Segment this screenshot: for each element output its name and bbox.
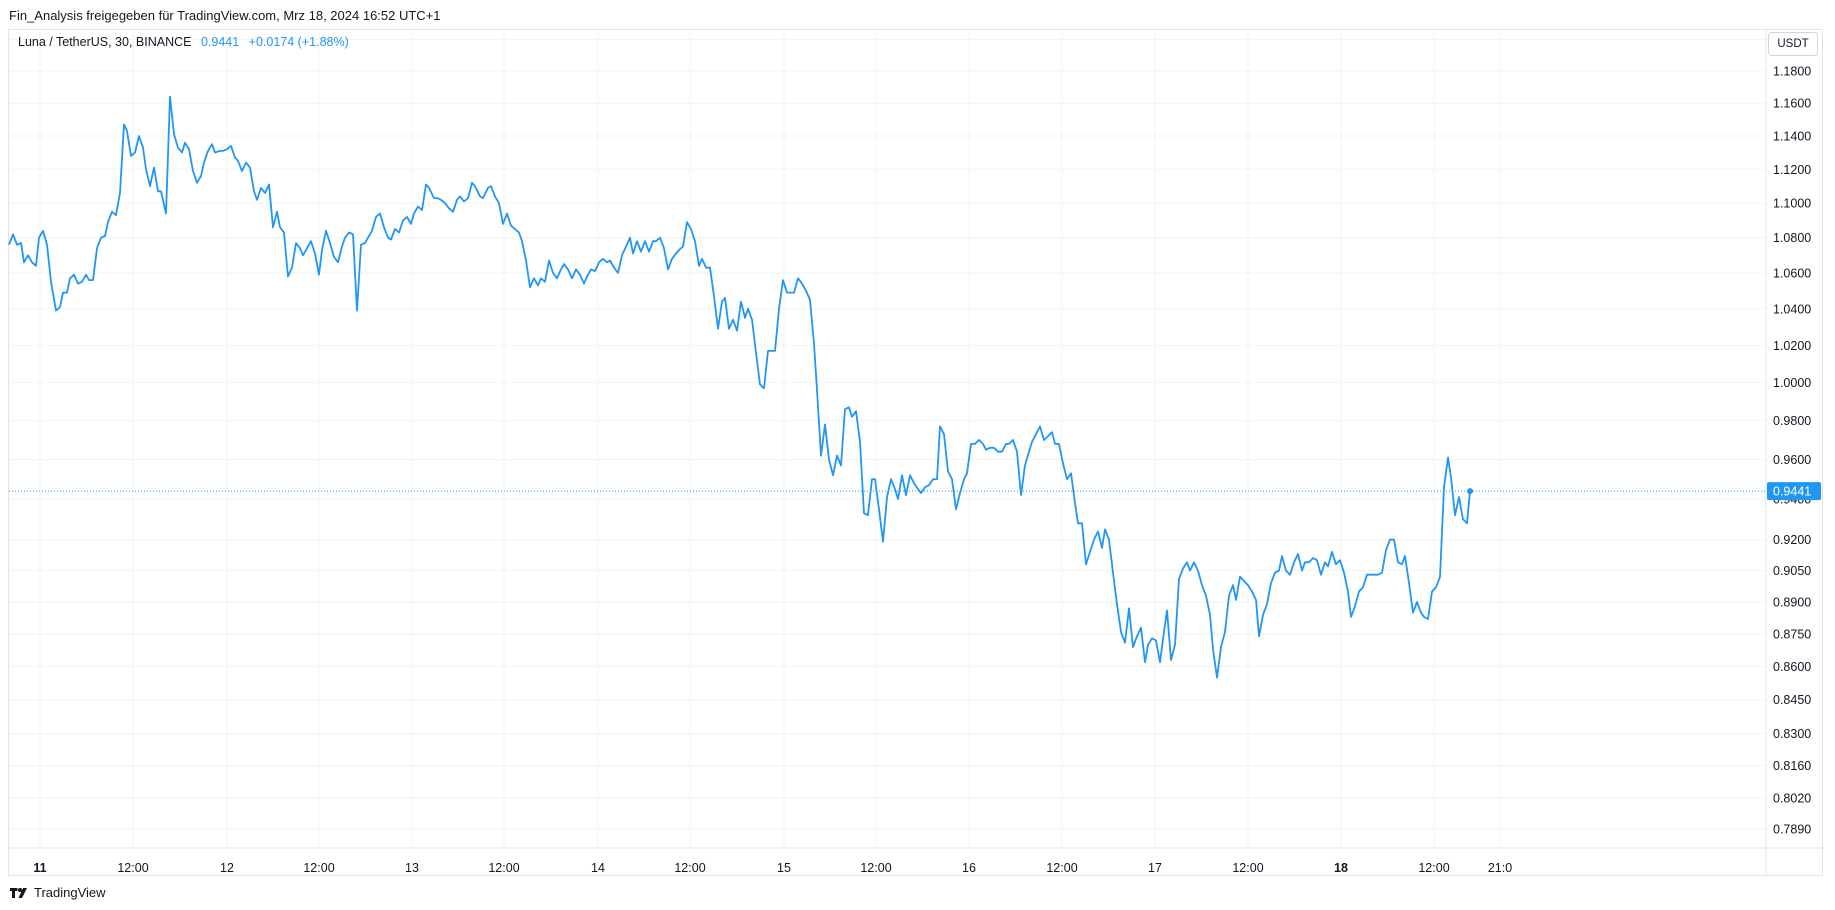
y-tick-label: 0.9600 <box>1773 453 1811 467</box>
tradingview-logo-icon <box>10 887 27 898</box>
x-tick-label: 18 <box>1334 861 1348 875</box>
price-tag-bg <box>1767 482 1821 501</box>
y-tick-label: 0.8300 <box>1773 727 1811 741</box>
grid-lines <box>9 30 1823 876</box>
currency-button[interactable]: USDT <box>1768 32 1818 56</box>
brand-name: TradingView <box>34 885 106 900</box>
y-tick-label: 0.9050 <box>1773 564 1811 578</box>
x-tick-label: 11 <box>33 861 46 875</box>
last-price-dot <box>1467 488 1473 495</box>
x-tick-label: 12:00 <box>1418 861 1449 875</box>
y-tick-label: 0.9200 <box>1773 533 1811 547</box>
price-axis[interactable]: 1.20001.18001.16001.14001.12001.10001.08… <box>1773 33 1811 836</box>
y-tick-label: 1.0000 <box>1773 376 1811 390</box>
y-tick-label: 1.1800 <box>1773 65 1811 79</box>
x-tick-label: 12 <box>220 861 234 875</box>
y-tick-label: 1.0800 <box>1773 231 1811 245</box>
y-tick-label: 0.8600 <box>1773 660 1811 674</box>
price-change-value: +0.0174 (+1.88%) <box>248 35 349 49</box>
y-tick-label: 0.8020 <box>1773 792 1811 806</box>
time-axis[interactable]: 11 12:00 12 12:00 13 12:00 14 12:00 15 12:00 16 12:… <box>33 861 1512 875</box>
series-group: 0.9441 <box>8 95 1821 679</box>
x-tick-label: 13 <box>405 861 419 875</box>
y-tick-label: 1.1200 <box>1773 163 1811 177</box>
x-tick-label: 21:0 <box>1488 861 1512 875</box>
x-tick-label: 16 <box>962 861 976 875</box>
y-tick-label: 0.7890 <box>1773 822 1811 836</box>
x-tick-label: 15 <box>777 861 791 875</box>
y-tick-label: 1.1600 <box>1773 97 1811 111</box>
share-attribution: Fin_Analysis freigegeben für TradingView… <box>9 8 441 23</box>
y-tick-label: 0.8160 <box>1773 759 1811 773</box>
chart-frame <box>8 29 1823 876</box>
x-tick-label: 12:00 <box>117 861 148 875</box>
x-tick-label: 14 <box>591 861 605 875</box>
y-tick-label: 1.1400 <box>1773 129 1811 143</box>
y-tick-label: 1.1000 <box>1773 197 1811 211</box>
x-tick-label: 12:00 <box>860 861 891 875</box>
last-price-value: 0.9441 <box>200 35 240 49</box>
price-series-line <box>8 95 1471 679</box>
y-tick-label: 0.8900 <box>1773 596 1811 610</box>
y-tick-label: 0.8450 <box>1773 693 1811 707</box>
y-tick-label: 1.0200 <box>1773 339 1811 353</box>
x-tick-label: 12:00 <box>1046 861 1077 875</box>
y-tick-label: 1.0400 <box>1773 302 1811 316</box>
price-tag-label: 0.9441 <box>1773 485 1811 499</box>
x-tick-label: 17 <box>1148 861 1162 875</box>
x-tick-label: 12:00 <box>488 861 519 875</box>
x-tick-label: 12:00 <box>674 861 705 875</box>
tradingview-brand[interactable]: TradingView <box>9 885 106 900</box>
x-tick-label: 12:00 <box>303 861 334 875</box>
y-tick-label: 0.9800 <box>1773 414 1811 428</box>
x-tick-label: 12:00 <box>1232 861 1263 875</box>
y-tick-label: 0.8750 <box>1773 628 1811 642</box>
y-tick-label: 1.0600 <box>1773 266 1811 280</box>
chart-legend: Luna / TetherUS, 30, BINANCE 0.9441 +0.0… <box>18 35 349 49</box>
symbol-label[interactable]: Luna / TetherUS, 30, BINANCE <box>18 35 192 49</box>
